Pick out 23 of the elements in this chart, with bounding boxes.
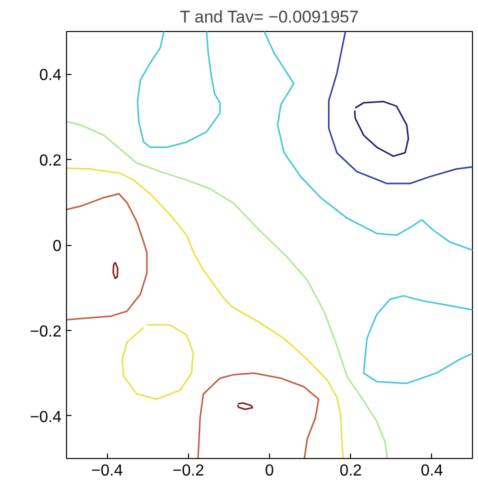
line-series bbox=[66, 167, 344, 458]
line-series bbox=[66, 120, 388, 458]
y-tick-label: −0.4 bbox=[30, 408, 62, 426]
line-series bbox=[136, 32, 221, 148]
line-series bbox=[263, 32, 472, 251]
line-series bbox=[197, 372, 320, 458]
y-tick-label: 0.2 bbox=[39, 152, 62, 170]
y-tick-label: 0.4 bbox=[39, 67, 62, 84]
y-tick-label: −0.2 bbox=[30, 323, 62, 340]
x-tick-label: −0.2 bbox=[172, 462, 204, 480]
x-tick-label: 0.4 bbox=[420, 462, 444, 480]
line-series bbox=[328, 32, 472, 184]
line-series bbox=[236, 402, 254, 410]
x-tick-label: −0.4 bbox=[91, 462, 123, 480]
line-series bbox=[354, 100, 410, 157]
line-series bbox=[66, 193, 148, 320]
x-tick-label: 0 bbox=[265, 462, 274, 480]
chart-title: T and Tav= −0.0091957 bbox=[180, 8, 359, 26]
y-tick-label: 0 bbox=[52, 238, 62, 255]
line-series bbox=[121, 324, 194, 400]
line-series bbox=[112, 261, 118, 280]
x-tick-label: 0.2 bbox=[340, 462, 362, 480]
line-series bbox=[362, 295, 472, 384]
